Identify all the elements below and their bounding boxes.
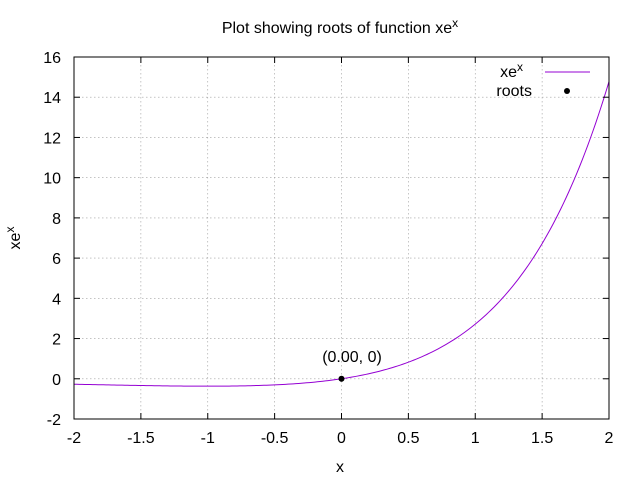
y-axis-label: xex [3, 227, 24, 250]
x-tick-label: 2 [605, 430, 614, 447]
y-tick-label: 8 [52, 211, 61, 228]
legend-label-function: xex [500, 60, 523, 81]
x-tick-label: 1.5 [531, 430, 553, 447]
x-tick-label: 0 [337, 430, 346, 447]
points-layer [338, 375, 345, 382]
legend: xex roots [496, 60, 590, 100]
legend-marker-roots [564, 88, 570, 94]
root-point [338, 375, 345, 382]
x-tick-label: -2 [67, 430, 81, 447]
y-tick-label: 0 [52, 372, 61, 389]
y-tick-label: 12 [43, 130, 61, 147]
grid [74, 57, 609, 419]
x-tick-label: -0.5 [261, 430, 289, 447]
y-tick-label: 16 [43, 50, 61, 67]
x-tick-label: 1 [471, 430, 480, 447]
x-tick-label: -1.5 [127, 430, 155, 447]
x-tick-label: 0.5 [397, 430, 419, 447]
legend-label-roots: roots [496, 83, 532, 100]
ticks: -2 -1.5 -1 -0.5 0 0.5 1 1.5 2 -2 0 2 4 6 8 10 12 14 16 [43, 50, 613, 447]
y-tick-label: -2 [47, 412, 61, 429]
root-annotation: (0.00, 0) [322, 349, 382, 366]
chart-title: Plot showing roots of function xex [222, 16, 458, 37]
y-tick-label: 10 [43, 171, 61, 188]
y-tick-label: 4 [52, 291, 61, 308]
y-tick-label: 6 [52, 251, 61, 268]
y-tick-label: 14 [43, 90, 61, 107]
x-axis-label: x [336, 459, 344, 476]
y-tick-label: 2 [52, 332, 61, 349]
x-tick-label: -1 [201, 430, 215, 447]
